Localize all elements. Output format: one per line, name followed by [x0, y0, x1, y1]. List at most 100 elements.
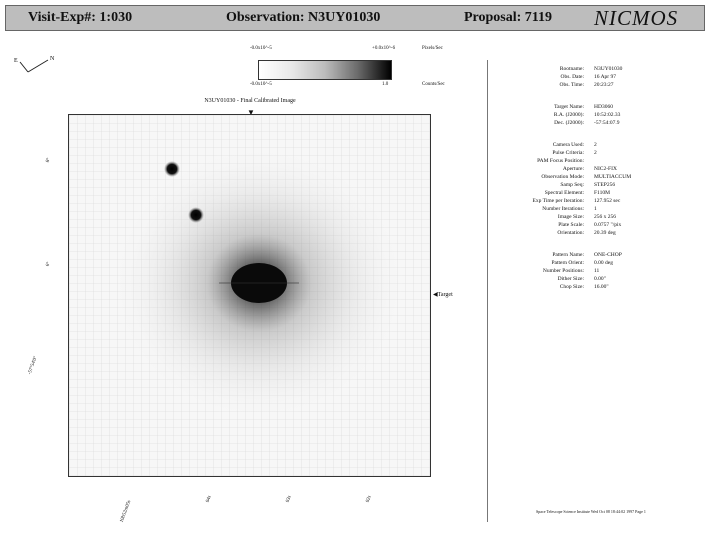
- info-label: Obs. Time:: [559, 82, 584, 88]
- info-label: Samp Seq:: [560, 182, 584, 188]
- info-value: 0.0757 "/pix: [594, 222, 622, 228]
- info-label: Pattern Name:: [552, 252, 584, 258]
- info-row: Image Size: 256 x 256: [490, 214, 706, 222]
- info-row: Dec. (J2000): -57:54:07.9: [490, 120, 706, 128]
- info-value: 127.952 sec: [594, 198, 621, 204]
- colorbar-top-unit: Pixels/Sec: [422, 46, 443, 51]
- info-value: NIC2-FIX: [594, 166, 617, 172]
- vertical-divider: [487, 60, 488, 522]
- header-bar: Visit-Exp#: 1:030 Observation: N3UY01030…: [5, 5, 705, 31]
- info-label: Orientation:: [557, 230, 584, 236]
- info-row: Aperture: NIC2-FIX: [490, 166, 706, 174]
- compass-east: E: [14, 58, 18, 64]
- info-value: 256 x 256: [594, 214, 616, 220]
- companion-star-1: [164, 161, 180, 177]
- info-value: STEP256: [594, 182, 616, 188]
- info-label: Exp Time per Iteration:: [532, 198, 584, 204]
- info-value: 2: [594, 150, 597, 156]
- instrument-label: NICMOS: [594, 6, 679, 30]
- info-label: Chop Size:: [559, 284, 584, 290]
- bottom-tick-4: 02s: [365, 495, 373, 504]
- info-value: 11: [594, 268, 600, 274]
- bottom-tick-2: 04s: [205, 495, 213, 504]
- info-label: Observation Mode:: [541, 174, 584, 180]
- info-group-pattern: Pattern Name: ONE-CHOP Pattern Orient: 0.00…: [490, 252, 706, 292]
- info-value: MULTIACCUM: [594, 174, 632, 180]
- info-group-instrument: Camera Used: 2 Pulse Criteria: 2 PAM Focus P…: [490, 142, 706, 238]
- target-label: Target: [437, 292, 453, 298]
- info-row: Samp Seq: STEP256: [490, 182, 706, 190]
- info-value: 20.39 deg: [594, 230, 616, 236]
- info-value: 16.00": [594, 284, 609, 290]
- observation-info-panel: Rootname: N3UY01030 Obs. Date: 16 Apr 97 Obs…: [490, 66, 706, 292]
- info-label: Dither Size:: [557, 276, 584, 282]
- info-row: PAM Focus Position:: [490, 158, 706, 166]
- colorbar-bottom-labels: -0.0x10^-5 1.0 Counts/Sec: [250, 82, 450, 90]
- info-row: Pattern Orient: 0.00 deg: [490, 260, 706, 268]
- info-label: Camera Used:: [552, 142, 584, 148]
- image-title: N3UY01030 - Final Calibrated Image: [204, 98, 296, 104]
- info-label: Pattern Orient:: [551, 260, 584, 266]
- info-value: 0.00": [594, 276, 606, 282]
- info-value: N3UY01030: [594, 66, 623, 72]
- top-marker-icon: ▼: [247, 108, 255, 117]
- info-label: Rootname:: [559, 66, 584, 72]
- left-tick-2: 6°: [45, 261, 52, 268]
- left-tick-3: -57°54'0": [27, 355, 39, 376]
- colorbar-bottom-left: -0.0x10^-5: [250, 82, 272, 87]
- info-row: Exp Time per Iteration: 127.952 sec: [490, 198, 706, 206]
- info-value: -57:54:07.9: [594, 120, 620, 126]
- info-row: Plate Scale: 0.0757 "/pix: [490, 222, 706, 230]
- info-label: Number Iterations:: [542, 206, 584, 212]
- info-value: F110M: [594, 190, 610, 196]
- info-value: 1: [594, 206, 597, 212]
- calibrated-image: [68, 114, 431, 477]
- info-value: ONE-CHOP: [594, 252, 622, 258]
- info-label: Image Size:: [557, 214, 584, 220]
- info-row: Target Name: HD3060: [490, 104, 706, 112]
- proposal-label: Proposal: 7119: [464, 10, 553, 25]
- info-row: Spectral Element: F110M: [490, 190, 706, 198]
- info-label: Obs. Date:: [560, 74, 584, 80]
- footer-credit: Space Telescope Science Institute Wed Oc…: [536, 509, 646, 514]
- info-label: Plate Scale:: [558, 222, 584, 228]
- companion-star-2: [188, 207, 204, 223]
- bottom-tick-3: 03s: [285, 495, 293, 504]
- colorbar: [258, 60, 392, 80]
- info-label: R.A. (J2000):: [553, 112, 584, 118]
- colorbar-top-right: +0.0x10^-6: [372, 46, 396, 51]
- info-label: PAM Focus Position:: [537, 158, 584, 164]
- colorbar-top-labels: -0.0x10^-5 +0.0x10^-6 Pixels/Sec: [250, 46, 450, 54]
- info-row: Pulse Criteria: 2: [490, 150, 706, 158]
- info-row: Dither Size: 0.00": [490, 276, 706, 284]
- info-row: Number Iterations: 1: [490, 206, 706, 214]
- info-value: 10:52:02.33: [594, 112, 621, 118]
- info-label: Dec. (J2000):: [554, 120, 584, 126]
- info-group-dates: Rootname: N3UY01030 Obs. Date: 16 Apr 97 Obs…: [490, 66, 706, 90]
- info-label: Number Positions:: [542, 268, 584, 274]
- info-label: Target Name:: [554, 104, 584, 110]
- visit-exp-label: Visit-Exp#: 1:030: [28, 10, 133, 25]
- info-row: Camera Used: 2: [490, 142, 706, 150]
- info-label: Spectral Element:: [544, 190, 584, 196]
- info-value: 0.00 deg: [594, 260, 613, 266]
- target-marker: ◀Target: [433, 292, 453, 298]
- compass-north: N: [50, 56, 55, 62]
- compass-icon: N E: [14, 56, 55, 73]
- info-value: 16 Apr 97: [594, 74, 616, 80]
- info-value: HD3060: [594, 104, 613, 110]
- info-row: Pattern Name: ONE-CHOP: [490, 252, 706, 260]
- info-row: R.A. (J2000): 10:52:02.33: [490, 112, 706, 120]
- info-value: 2: [594, 142, 597, 148]
- colorbar-top-left: -0.0x10^-5: [250, 46, 272, 51]
- observation-label: Observation: N3UY01030: [226, 10, 381, 25]
- info-row: Rootname: N3UY01030: [490, 66, 706, 74]
- info-label: Aperture:: [562, 166, 584, 172]
- bottom-tick-1: 10h52m05s: [119, 499, 133, 524]
- info-row: Observation Mode: MULTIACCUM: [490, 174, 706, 182]
- left-tick-1: 8°: [45, 157, 52, 164]
- info-row: Chop Size: 16.00": [490, 284, 706, 292]
- colorbar-bottom-right: 1.0: [382, 82, 389, 87]
- info-value: 20:23:27: [594, 82, 614, 88]
- info-row: Obs. Time: 20:23:27: [490, 82, 706, 90]
